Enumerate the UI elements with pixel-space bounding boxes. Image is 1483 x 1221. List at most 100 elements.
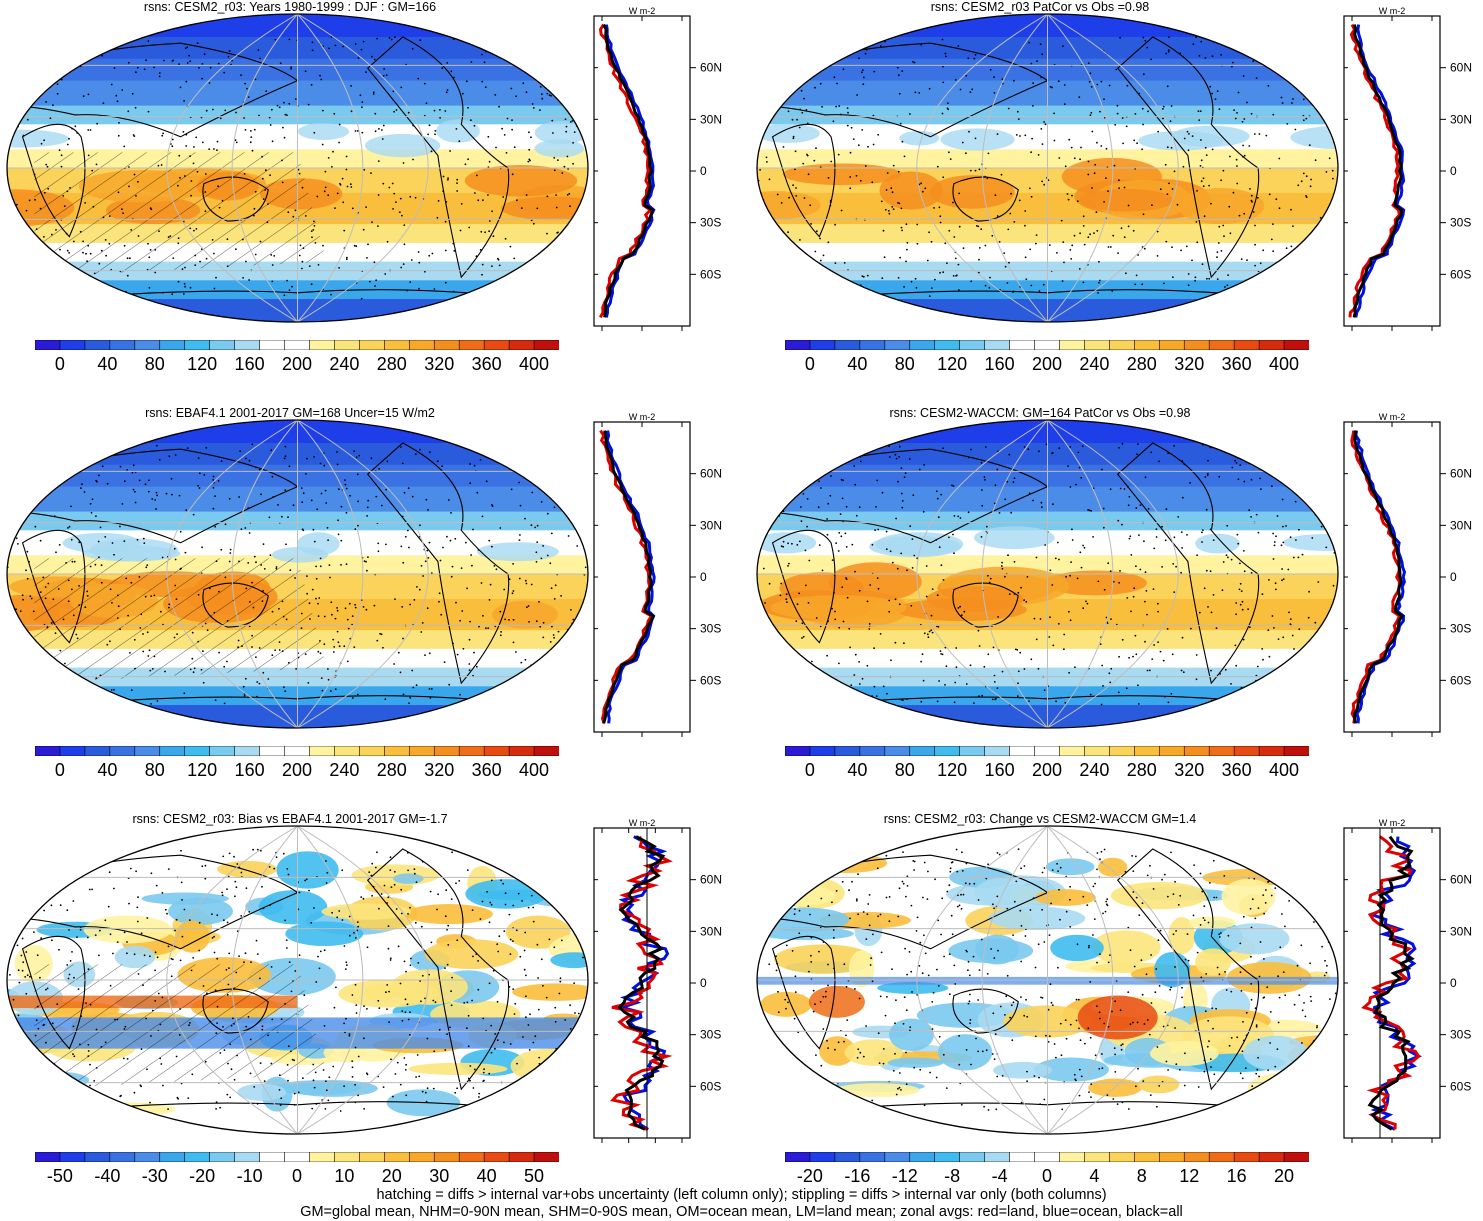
zonal-unit-label: W m-2: [629, 818, 656, 828]
colorbar-tick-label: 200: [1031, 760, 1063, 780]
zonal-lat-label: 60S: [700, 267, 721, 281]
zonal-lat-label: 30S: [1450, 1028, 1471, 1042]
map-2: [756, 13, 1339, 323]
colorbar-tick-label: -16: [844, 1166, 871, 1186]
colorbar-tick-label: 120: [187, 760, 218, 780]
map-4: [756, 419, 1339, 729]
colorbar-tick-label: -20: [189, 1166, 216, 1186]
map-3: [6, 419, 589, 729]
zonal-lat-label: 0: [1450, 164, 1457, 178]
zonal-unit-label: W m-2: [1379, 412, 1406, 422]
colorbar-tick-label: 80: [894, 760, 915, 780]
zonal-lat-label: 60S: [1450, 673, 1471, 687]
colorbar-tick-label: 40: [847, 760, 868, 780]
zonal-unit-label: W m-2: [1379, 6, 1406, 16]
colorbar-tick-label: -40: [94, 1166, 121, 1186]
colorbar-tick-label: 400: [1269, 760, 1300, 780]
colorbar-tick-label: 80: [894, 354, 915, 374]
colorbar-tick-label: 16: [1226, 1166, 1247, 1186]
zonal-lat-label: 0: [1450, 976, 1457, 990]
colorbar-tick-label: 80: [144, 354, 165, 374]
colorbar-tick-label: 80: [144, 760, 165, 780]
zonal-unit-label: W m-2: [629, 6, 656, 16]
zonal-lat-label: 0: [1450, 570, 1457, 584]
colorbar-tick-label: 0: [804, 760, 815, 780]
zonal-lat-label: 60S: [700, 673, 721, 687]
colorbar-tick-label: 40: [97, 354, 118, 374]
footer-line-1: hatching = diffs > internal var+obs unce…: [376, 1187, 1107, 1203]
zonal-mean-plot-2: W m-260N30N030S60S0200400: [1343, 6, 1472, 331]
colorbar-tick-label: 12: [1179, 1166, 1200, 1186]
zonal-mean-plot-4: W m-260N30N030S60S0200400: [1343, 412, 1472, 737]
zonal-lat-label: 30S: [1450, 622, 1471, 636]
zonal-lat-label: 30S: [700, 216, 721, 230]
colorbar-tick-label: 240: [329, 760, 360, 780]
zonal-lat-label: 0: [700, 164, 707, 178]
colorbar-tick-label: -20: [796, 1166, 823, 1186]
zonal-lat-label: 60N: [700, 61, 722, 75]
zonal-lat-label: 60N: [700, 467, 722, 481]
colorbar-3: [35, 746, 559, 756]
colorbar-tick-label: -12: [891, 1166, 918, 1186]
colorbar-tick-label: 320: [424, 760, 455, 780]
colorbar-tick-label: 320: [1174, 760, 1205, 780]
colorbar-tick-label: 240: [329, 354, 360, 374]
colorbar-6: [785, 1152, 1309, 1162]
zonal-mean-plot-1: W m-260N30N030S60S0200400: [593, 6, 722, 331]
colorbar-tick-label: -4: [991, 1166, 1008, 1186]
colorbar-tick-label: 240: [1079, 760, 1110, 780]
panel-title-4: rsns: CESM2-WACCM: GM=164 PatCor vs Obs …: [889, 406, 1191, 420]
colorbar-tick-label: 0: [1041, 1166, 1053, 1186]
colorbar-tick-label: -8: [944, 1166, 961, 1186]
zonal-lat-label: 60N: [1450, 61, 1472, 75]
colorbar-tick-label: 160: [234, 760, 265, 780]
colorbar-tick-label: 20: [381, 1166, 402, 1186]
colorbar-tick-label: 120: [937, 354, 968, 374]
zonal-lat-label: 60S: [1450, 267, 1471, 281]
colorbar-tick-label: 40: [97, 760, 118, 780]
colorbar-4: [785, 746, 1309, 756]
colorbar-tick-label: 280: [1126, 354, 1157, 374]
colorbar-tick-label: 0: [54, 760, 65, 780]
zonal-lat-label: 30N: [700, 112, 722, 126]
colorbar-tick-label: 200: [281, 354, 313, 374]
colorbar-tick-label: 400: [519, 354, 550, 374]
zonal-lat-label: 30N: [700, 924, 722, 938]
zonal-lat-label: 60S: [1450, 1079, 1471, 1093]
zonal-lat-label: 30S: [700, 1028, 721, 1042]
colorbar-tick-label: 360: [471, 354, 502, 374]
colorbar-tick-label: 120: [937, 760, 968, 780]
colorbar-tick-label: 280: [376, 354, 407, 374]
colorbar-tick-label: 400: [1269, 354, 1300, 374]
colorbar-tick-label: 280: [376, 760, 407, 780]
colorbar-tick-label: 360: [1221, 760, 1252, 780]
footer-note: hatching = diffs > internal var+obs unce…: [0, 1187, 1483, 1221]
colorbar-tick-label: -30: [141, 1166, 168, 1186]
colorbar-tick-label: 0: [54, 354, 65, 374]
colorbar-tick-label: 160: [234, 354, 265, 374]
colorbar-2: [785, 340, 1309, 350]
zonal-lat-label: 60N: [700, 873, 722, 887]
panel-title-3: rsns: EBAF4.1 2001-2017 GM=168 Uncer=15 …: [145, 406, 435, 420]
zonal-lat-label: 30N: [1450, 924, 1472, 938]
colorbar-tick-label: 0: [804, 354, 815, 374]
zonal-lat-label: 60N: [1450, 467, 1472, 481]
zonal-lat-label: 30S: [700, 622, 721, 636]
zonal-lat-label: 30N: [1450, 112, 1472, 126]
map-1: [6, 13, 589, 323]
colorbar-tick-label: 40: [476, 1166, 497, 1186]
colorbar-tick-label: 160: [984, 354, 1015, 374]
colorbar-tick-label: 200: [281, 760, 313, 780]
colorbar-tick-label: 160: [984, 760, 1015, 780]
colorbar-tick-label: -50: [46, 1166, 73, 1186]
zonal-unit-label: W m-2: [629, 412, 656, 422]
colorbar-1: [35, 340, 559, 350]
zonal-lat-label: 30N: [700, 518, 722, 532]
panel-title-1: rsns: CESM2_r03: Years 1980-1999 : DJF :…: [143, 0, 437, 14]
colorbar-5: [35, 1152, 559, 1162]
colorbar-tick-label: 120: [187, 354, 218, 374]
zonal-lat-label: 60N: [1450, 873, 1472, 887]
zonal-lat-label: 30N: [1450, 518, 1472, 532]
